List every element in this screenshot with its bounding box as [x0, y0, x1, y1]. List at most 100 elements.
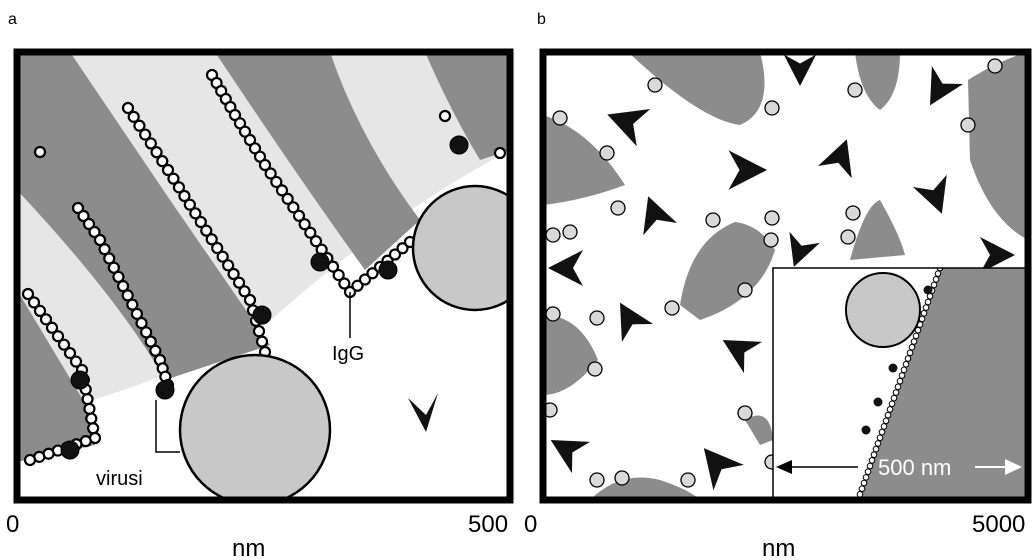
- igg-circle: [211, 241, 224, 255]
- igg-circle: [39, 313, 53, 326]
- igg-circle: [281, 192, 294, 205]
- virus-circle: [764, 100, 780, 116]
- virus-circle: [614, 470, 630, 486]
- virus-circle: [737, 405, 753, 421]
- inset-igg-circle: [924, 298, 932, 306]
- igg-circle: [304, 226, 317, 239]
- virus-circle: [543, 402, 558, 418]
- inset-igg-circle: [934, 270, 942, 277]
- igg-circle: [63, 347, 77, 360]
- igg-circle: [388, 248, 402, 261]
- igg-circle: [140, 326, 153, 339]
- igg-circle: [178, 189, 191, 203]
- virus-circle: [960, 117, 976, 133]
- virus-circle: [647, 77, 663, 93]
- inset-igg-circle: [880, 423, 888, 430]
- igg-circle: [493, 146, 507, 160]
- inset-scale-bar: [776, 459, 1022, 475]
- igg-circle: [45, 321, 59, 334]
- inset-igg-circle: [870, 451, 878, 459]
- label-igg: IgG: [332, 343, 364, 365]
- igg-circle: [112, 270, 125, 284]
- label-virus: virusi: [96, 468, 143, 490]
- inset-igg-circle: [860, 479, 868, 487]
- inset-igg-circle: [906, 349, 914, 357]
- inset-igg-circle: [886, 406, 894, 413]
- inset-igg-circle: [882, 417, 890, 425]
- virus-circle: [589, 310, 605, 326]
- dark-band-3: [215, 52, 420, 270]
- inset-bound-igg: [861, 285, 933, 435]
- igg-circle: [93, 233, 107, 247]
- panel-b-frame: [539, 48, 1032, 504]
- igg-circle: [135, 316, 148, 330]
- igg-circle: [149, 344, 162, 357]
- inset-igg-circle: [922, 304, 930, 311]
- igg-circle: [287, 201, 300, 214]
- panel-a-plot: [17, 52, 510, 500]
- arrowhead-icon: [728, 150, 767, 190]
- virus-circle: [763, 232, 779, 248]
- panel-a-axis-min: 0: [6, 511, 19, 538]
- igg-circle: [332, 268, 345, 282]
- igg-chains: [21, 68, 507, 467]
- igg-circle: [270, 175, 283, 189]
- igg-circle: [116, 280, 130, 293]
- panel-a-frame: [13, 48, 514, 504]
- igg-circle: [194, 215, 207, 229]
- inset-virus: [845, 272, 921, 348]
- igg-circle: [88, 225, 101, 239]
- igg-circle: [298, 218, 311, 231]
- igg-circle: [232, 276, 246, 289]
- panel-a-letter: a: [8, 11, 17, 28]
- igg-circle: [205, 233, 218, 246]
- igg-circle: [82, 217, 96, 231]
- igg-circle: [121, 101, 135, 115]
- igg-circle: [351, 279, 364, 292]
- igg-circle: [107, 261, 120, 274]
- virus-circle: [599, 145, 615, 161]
- igg-circle: [69, 355, 83, 368]
- arrowhead-icon: [789, 231, 820, 267]
- arrowhead-icon: [548, 250, 583, 286]
- igg-circle: [189, 207, 202, 220]
- igg-circle: [127, 110, 140, 123]
- panel-b: b: [524, 11, 1032, 560]
- inset-igg-circle: [864, 468, 872, 476]
- igg-circle: [121, 289, 134, 302]
- igg-circle: [71, 201, 85, 215]
- arrowhead-icon: [980, 237, 1015, 273]
- igg-circle: [252, 325, 266, 338]
- igg-circle: [81, 393, 94, 406]
- arrowhead-marker: [408, 393, 438, 432]
- igg-circle: [264, 167, 277, 180]
- igg-circle: [309, 235, 323, 248]
- igg-circle: [396, 242, 409, 255]
- igg-circle: [238, 285, 251, 298]
- igg-circle: [130, 307, 144, 320]
- igg-circle: [366, 267, 379, 280]
- virus-circle: [845, 205, 861, 221]
- igg-circle: [133, 119, 146, 132]
- igg-circle: [51, 330, 65, 343]
- igg-circle: [77, 209, 90, 223]
- inset-igg-circle: [876, 434, 884, 442]
- arrowhead-icon: [912, 174, 947, 214]
- annotation-leaders: [155, 292, 351, 453]
- igg-circle: [161, 163, 175, 177]
- inset-igg-circle: [890, 394, 898, 402]
- inset-gray-region: [858, 268, 1028, 500]
- virus-particle-right: [411, 184, 510, 312]
- virus-circle: [764, 210, 780, 226]
- inset-igg-circle: [856, 491, 864, 498]
- inset: 500 nm: [772, 267, 1028, 500]
- igg-circle: [243, 293, 257, 307]
- igg-circle: [438, 109, 452, 123]
- virus-circle: [589, 472, 605, 488]
- igg-circle: [183, 198, 196, 211]
- igg-circle: [172, 181, 186, 194]
- inset-igg-circle: [900, 366, 908, 374]
- inset-igg-circle: [896, 377, 904, 385]
- arrowhead-icon: [817, 139, 852, 179]
